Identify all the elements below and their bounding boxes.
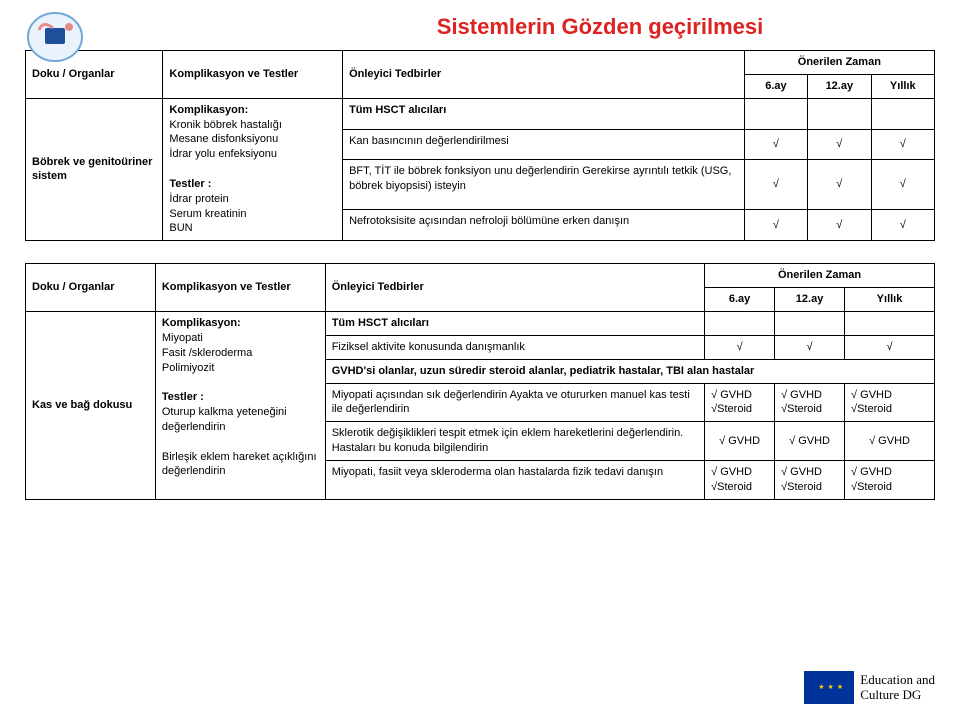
cell-gs: √ GVHD√Steroid — [775, 383, 845, 422]
chk: √ — [744, 210, 807, 241]
th2-12ay: 12.ay — [775, 288, 845, 312]
cell-gs: √ GVHD√Steroid — [705, 383, 775, 422]
footer-text2: Culture DG — [860, 688, 935, 702]
chk: √ — [744, 129, 807, 160]
th2-6ay: 6.ay — [705, 288, 775, 312]
th-6ay: 6.ay — [744, 74, 807, 98]
th2-prev: Önleyici Tedbirler — [325, 264, 704, 312]
testlabel1: Testler : — [169, 177, 336, 192]
chk: √ — [808, 210, 871, 241]
prev12: BFT, TİT ile böbrek fonksiyon unu değerl… — [343, 160, 745, 210]
cell-g: √ GVHD — [775, 422, 845, 461]
th2-organ: Doku / Organlar — [26, 264, 156, 312]
cell-organ1: Böbrek ve genitoüriner sistem — [26, 98, 163, 241]
cell-g: √ GVHD — [845, 422, 935, 461]
c22: Fasit /skleroderma — [162, 346, 319, 361]
th-time: Önerilen Zaman — [744, 51, 934, 75]
prev-head1: Tüm HSCT alıcıları — [343, 98, 745, 129]
t21: Oturup kalkma yeteneğini değerlendirin — [162, 405, 319, 435]
prev11: Kan basıncının değerlendirilmesi — [343, 129, 745, 160]
prev21: Fiziksel aktivite konusunda danışmanlık — [325, 335, 704, 359]
th-12ay: 12.ay — [808, 74, 871, 98]
c13: İdrar yolu enfeksiyonu — [169, 147, 336, 162]
table-kidney: Doku / Organlar Komplikasyon ve Testler … — [25, 50, 935, 241]
th-prev: Önleyici Tedbirler — [343, 51, 745, 99]
eu-flag-icon — [804, 671, 854, 704]
complabel2: Komplikasyon: — [162, 316, 319, 331]
t12: Serum kreatinin — [169, 207, 336, 222]
testlabel2: Testler : — [162, 390, 319, 405]
c12: Mesane disfonksiyonu — [169, 132, 336, 147]
th2-time: Önerilen Zaman — [705, 264, 935, 288]
table-muscle: Doku / Organlar Komplikasyon ve Testler … — [25, 263, 935, 499]
th-yillik: Yıllık — [871, 74, 934, 98]
chk: √ — [871, 129, 934, 160]
cell-gs: √ GVHD√Steroid — [775, 460, 845, 499]
chk: √ — [871, 160, 934, 210]
prev25: Miyopati, fasiit veya skleroderma olan h… — [325, 460, 704, 499]
chk: √ — [871, 210, 934, 241]
complabel1: Komplikasyon: — [169, 103, 336, 118]
c21: Miyopati — [162, 331, 319, 346]
chk: √ — [845, 335, 935, 359]
th-comp: Komplikasyon ve Testler — [163, 51, 343, 99]
t11: İdrar protein — [169, 192, 336, 207]
prev24: Sklerotik değişiklikleri tespit etmek iç… — [325, 422, 704, 461]
chk: √ — [705, 335, 775, 359]
prev-head2: Tüm HSCT alıcıları — [325, 311, 704, 335]
chk: √ — [808, 160, 871, 210]
cell-gs: √ GVHD√Steroid — [845, 460, 935, 499]
prev13: Nefrotoksisite açısından nefroloji bölüm… — [343, 210, 745, 241]
logo-icon — [25, 10, 85, 65]
cell-organ2: Kas ve bağ dokusu — [26, 311, 156, 499]
page-title: Sistemlerin Gözden geçirilmesi — [265, 14, 935, 40]
c11: Kronik böbrek hastalığı — [169, 118, 336, 133]
chk: √ — [775, 335, 845, 359]
cell-gs: √ GVHD√Steroid — [705, 460, 775, 499]
th2-comp: Komplikasyon ve Testler — [155, 264, 325, 312]
th2-yillik: Yıllık — [845, 288, 935, 312]
chk: √ — [808, 129, 871, 160]
cell-comp2: Komplikasyon: Miyopati Fasit /skleroderm… — [155, 311, 325, 499]
prev23: Miyopati açısından sık değerlendirin Aya… — [325, 383, 704, 422]
cell-g: √ GVHD — [705, 422, 775, 461]
chk: √ — [744, 160, 807, 210]
t13: BUN — [169, 221, 336, 236]
t22: Birleşik eklem hareket açıklığını değerl… — [162, 450, 319, 480]
c23: Polimiyozit — [162, 361, 319, 376]
cell-gs: √ GVHD√Steroid — [845, 383, 935, 422]
footer-eu-logo: Education and Culture DG — [804, 671, 935, 704]
cell-comp1: Komplikasyon: Kronik böbrek hastalığı Me… — [163, 98, 343, 241]
prev22: GVHD'si olanlar, uzun süredir steroid al… — [325, 359, 934, 383]
footer-text1: Education and — [860, 673, 935, 687]
